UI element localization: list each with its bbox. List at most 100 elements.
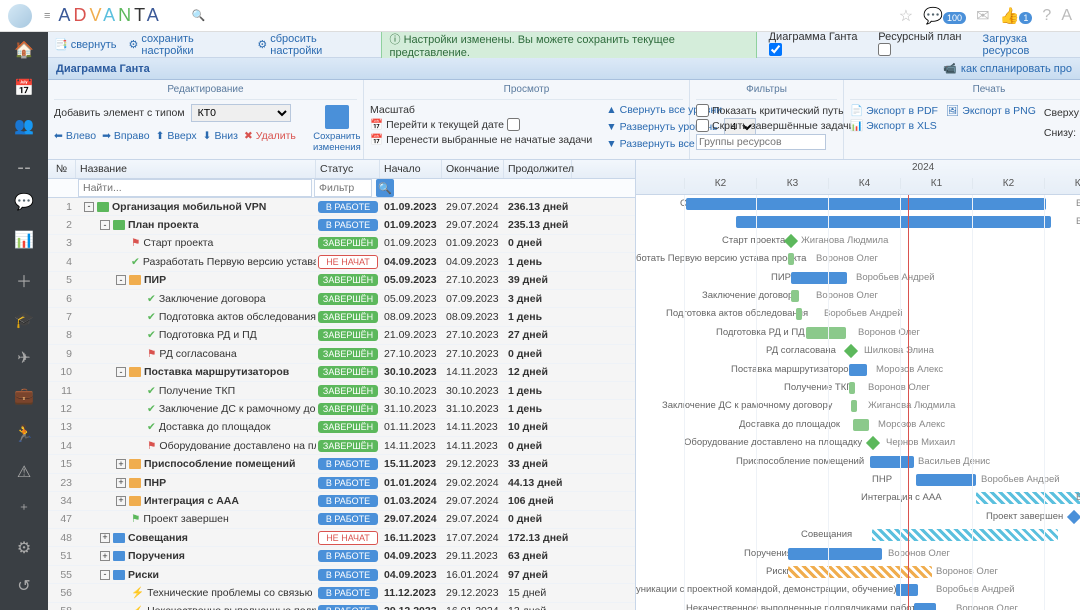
history-icon[interactable]: ↺ bbox=[17, 576, 30, 596]
milestone-icon[interactable] bbox=[844, 344, 858, 358]
gantt-bar[interactable] bbox=[736, 216, 1051, 228]
gantt-bar[interactable] bbox=[796, 308, 802, 320]
table-row[interactable]: 1 - Организация мобильной VPN В РАБОТЕ 0… bbox=[48, 198, 635, 216]
table-row[interactable]: 56 ⚡ Технические проблемы со связью (ком… bbox=[48, 584, 635, 602]
milestone-icon[interactable] bbox=[1067, 510, 1080, 524]
find-input[interactable] bbox=[78, 179, 312, 197]
delete-btn[interactable]: ✖Удалить bbox=[244, 130, 296, 142]
gantt-bar[interactable] bbox=[791, 272, 847, 284]
save-changes-btn[interactable]: Сохранить изменения bbox=[304, 103, 370, 155]
add2-icon[interactable]: ⁺ bbox=[20, 500, 28, 520]
gantt-bar[interactable] bbox=[791, 290, 799, 302]
settings-icon[interactable]: ⚙ bbox=[17, 538, 31, 558]
exp-pdf[interactable]: 📄Экспорт в PDF bbox=[850, 104, 938, 117]
gantt-bar[interactable] bbox=[788, 253, 794, 265]
message-icon[interactable]: 💬 bbox=[14, 192, 34, 212]
move-tasks[interactable]: 📅Перенести выбранные не начатые задачи bbox=[370, 133, 592, 146]
table-row[interactable]: 6 ✔ Заключение договора ЗАВЕРШЁН 05.09.2… bbox=[48, 290, 635, 308]
gantt-check[interactable]: Диаграмма Ганта bbox=[769, 32, 871, 59]
table-row[interactable]: 5 - ПИР ЗАВЕРШЁН 05.09.2023 27.10.2023 3… bbox=[48, 272, 635, 290]
load-resources-btn[interactable]: Загрузка ресурсов bbox=[983, 33, 1074, 57]
menu-icon[interactable]: ≡ bbox=[44, 10, 50, 22]
table-row[interactable]: 14 ⚑ Оборудование доставлено на площадку… bbox=[48, 437, 635, 455]
expand-icon[interactable]: - bbox=[84, 202, 94, 212]
gantt-bar[interactable] bbox=[916, 474, 976, 486]
expand-icon[interactable]: + bbox=[100, 551, 110, 561]
gantt-bar[interactable] bbox=[849, 382, 855, 394]
left-btn[interactable]: ⬅Влево bbox=[54, 130, 96, 142]
table-row[interactable]: 34 + Интеграция с ААА В РАБОТЕ 01.03.202… bbox=[48, 492, 635, 510]
home-icon[interactable]: 🏠 bbox=[14, 40, 34, 60]
people-icon[interactable]: 👥 bbox=[14, 116, 34, 136]
status-filter[interactable] bbox=[314, 179, 372, 197]
exp-png[interactable]: 🖼Экспорт в PNG bbox=[946, 104, 1036, 117]
expand-icon[interactable]: - bbox=[116, 275, 126, 285]
expand-icon[interactable]: + bbox=[116, 459, 126, 469]
table-row[interactable]: 13 ✔ Доставка до площадок ЗАВЕРШЁН 01.11… bbox=[48, 419, 635, 437]
table-row[interactable]: 4 ✔ Разработать Первую версию устава про… bbox=[48, 253, 635, 271]
expand-icon[interactable]: + bbox=[100, 533, 110, 543]
table-row[interactable]: 7 ✔ Подготовка актов обследования ЗАВЕРШ… bbox=[48, 308, 635, 326]
collapse-btn[interactable]: 📑свернуть bbox=[54, 38, 117, 51]
gantt-bar[interactable] bbox=[788, 548, 882, 560]
milestone-icon[interactable] bbox=[866, 436, 880, 450]
table-row[interactable]: 58 ⚡ Некачественно выполненные подрядчик… bbox=[48, 603, 635, 610]
expand-icon[interactable]: - bbox=[100, 570, 110, 580]
run-icon[interactable]: 🏃 bbox=[14, 424, 34, 444]
table-row[interactable]: 55 - Риски В РАБОТЕ 04.09.2023 16.01.202… bbox=[48, 566, 635, 584]
mail-icon[interactable]: ✉ bbox=[976, 6, 989, 26]
hide-done[interactable]: Скрыть завершённые задачи bbox=[696, 119, 854, 132]
calendar-icon[interactable]: 📅 bbox=[14, 78, 34, 98]
table-row[interactable]: 48 + Совещания НЕ НАЧАТ 16.11.2023 17.07… bbox=[48, 529, 635, 547]
expand-icon[interactable]: + bbox=[116, 478, 126, 488]
right-btn[interactable]: ➡Вправо bbox=[102, 130, 149, 142]
table-row[interactable]: 8 ✔ Подготовка РД и ПД ЗАВЕРШЁН 21.09.20… bbox=[48, 327, 635, 345]
expand-icon[interactable]: - bbox=[100, 220, 110, 230]
table-row[interactable]: 2 - План проекта В РАБОТЕ 01.09.2023 29.… bbox=[48, 216, 635, 234]
star-icon[interactable]: ☆ bbox=[899, 6, 913, 26]
help-icon[interactable]: ? bbox=[1042, 7, 1051, 25]
reset-settings-btn[interactable]: ⚙сбросить настройки bbox=[257, 33, 368, 57]
table-row[interactable]: 23 + ПНР В РАБОТЕ 01.01.2024 29.02.2024 … bbox=[48, 474, 635, 492]
table-row[interactable]: 9 ⚑ РД согласована ЗАВЕРШЁН 27.10.2023 2… bbox=[48, 345, 635, 363]
gantt-bar[interactable] bbox=[806, 327, 846, 339]
gantt-bar[interactable] bbox=[686, 198, 1046, 210]
gantt-bar[interactable] bbox=[851, 400, 857, 412]
table-row[interactable]: 11 ✔ Получение ТКП ЗАВЕРШЁН 30.10.2023 3… bbox=[48, 382, 635, 400]
milestone-icon[interactable] bbox=[784, 234, 798, 248]
table-row[interactable]: 12 ✔ Заключение ДС к рамочному договору … bbox=[48, 400, 635, 418]
gantt-bar[interactable] bbox=[976, 492, 1080, 504]
type-select[interactable]: КТ0 bbox=[191, 104, 291, 122]
plus-icon[interactable]: ＋ bbox=[16, 268, 32, 292]
expand-icon[interactable]: + bbox=[116, 496, 126, 506]
table-row[interactable]: 51 + Поручения В РАБОТЕ 04.09.2023 29.11… bbox=[48, 547, 635, 565]
avatar[interactable] bbox=[8, 4, 32, 28]
down-btn[interactable]: ⬇Вниз bbox=[203, 130, 238, 142]
logo[interactable]: ADVANTA bbox=[58, 5, 161, 26]
resplan-check[interactable]: Ресурсный план bbox=[878, 32, 974, 59]
warn-icon[interactable]: ⚠ bbox=[17, 462, 31, 482]
chart-icon[interactable]: 📊 bbox=[14, 230, 34, 250]
gantt-bar[interactable] bbox=[849, 364, 867, 376]
up-btn[interactable]: ⬆Вверх bbox=[156, 130, 197, 142]
table-row[interactable]: 10 - Поставка маршрутизаторов ЗАВЕРШЁН 3… bbox=[48, 364, 635, 382]
help-link[interactable]: 📹 как спланировать про bbox=[943, 62, 1072, 75]
groups-input[interactable] bbox=[696, 134, 826, 150]
a-icon[interactable]: А bbox=[1061, 7, 1072, 25]
exp-xls[interactable]: 📊Экспорт в XLS bbox=[850, 119, 937, 132]
crit-path[interactable]: Показать критический путь bbox=[696, 104, 844, 117]
gantt-bar[interactable] bbox=[788, 566, 932, 578]
grad-icon[interactable]: 🎓 bbox=[14, 310, 34, 330]
thumb-icon[interactable]: 👍1 bbox=[999, 6, 1032, 26]
tree-icon[interactable]: ⚋ bbox=[17, 154, 31, 174]
plane-icon[interactable]: ✈ bbox=[17, 348, 30, 368]
case-icon[interactable]: 💼 bbox=[14, 386, 34, 406]
search-btn[interactable]: 🔍 bbox=[376, 179, 394, 197]
table-row[interactable]: 47 ⚑ Проект завершен В РАБОТЕ 29.07.2024… bbox=[48, 511, 635, 529]
save-settings-btn[interactable]: ⚙сохранить настройки bbox=[129, 33, 246, 57]
table-row[interactable]: 3 ⚑ Старт проекта ЗАВЕРШЁН 01.09.2023 01… bbox=[48, 235, 635, 253]
gantt-bar[interactable] bbox=[914, 603, 936, 610]
gantt-bar[interactable] bbox=[853, 419, 869, 431]
search-icon[interactable]: 🔍 bbox=[192, 9, 206, 22]
goto-date[interactable]: 📅Перейти к текущей дате bbox=[370, 118, 520, 131]
